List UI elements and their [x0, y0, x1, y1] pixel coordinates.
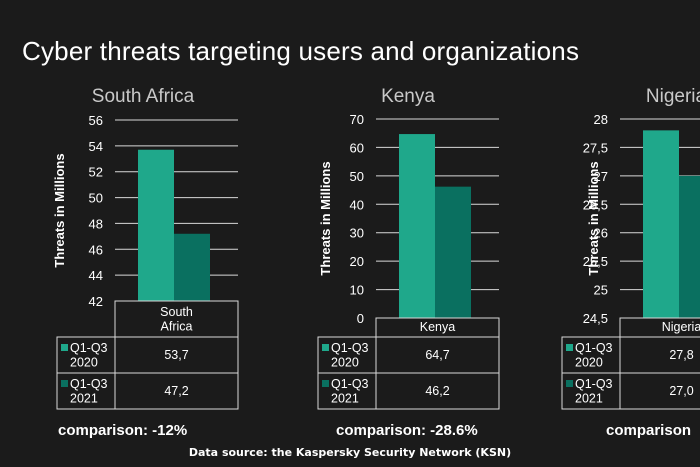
- y-tick-label: 0: [357, 311, 364, 326]
- x-category-label: Nigeria: [662, 320, 700, 334]
- legend-label: Q1-Q3 2021: [575, 377, 613, 405]
- y-axis-label: Threats in Millions: [52, 153, 67, 267]
- y-tick-label: 30: [350, 226, 364, 241]
- y-tick-label: 20: [350, 254, 364, 269]
- y-tick-label: 56: [89, 113, 103, 128]
- table-cell: [375, 372, 500, 410]
- chart-panel: Nigeria Threats in Millions 24,5 25 25,5 26 26…: [561, 86, 700, 439]
- bar: [174, 233, 210, 301]
- y-tick-label: 70: [350, 112, 364, 127]
- table-cell: [619, 372, 700, 410]
- y-axis-label: Threats in Millions: [586, 161, 601, 275]
- y-tick-label: 44: [89, 268, 103, 283]
- y-axis-label: Threats in Millions: [318, 161, 333, 275]
- data-label: 47,2: [164, 384, 188, 398]
- y-tick-label: 48: [89, 216, 103, 231]
- y-tick-label: 50: [89, 191, 103, 206]
- comparison-label: comparison: -12%: [58, 422, 187, 439]
- legend-label: Q1-Q3 2020: [331, 341, 369, 369]
- comparison-label: comparison: -28.6%: [336, 422, 478, 439]
- data-label: 46,2: [425, 384, 449, 398]
- y-tick-label: 25,5: [583, 254, 608, 269]
- y-tick-label: 27: [594, 169, 608, 184]
- x-category-label: Kenya: [420, 320, 455, 334]
- data-label: 53,7: [164, 348, 188, 362]
- y-tick-label: 26,5: [583, 197, 608, 212]
- legend-swatch: [322, 344, 329, 351]
- bar: [399, 134, 435, 318]
- y-tick-label: 26: [594, 226, 608, 241]
- data-label: 27,8: [669, 348, 693, 362]
- y-tick-label: 50: [350, 169, 364, 184]
- legend-label: Q1-Q3 2020: [70, 341, 108, 369]
- page-title: Cyber threats targeting users and organi…: [22, 36, 580, 66]
- comparison-label: comparison: [606, 422, 691, 439]
- legend-label: Q1-Q3 2020: [575, 341, 613, 369]
- legend-swatch: [566, 344, 573, 351]
- data-label: 27,0: [669, 384, 693, 398]
- chart-title: Nigeria: [646, 86, 700, 107]
- chart-title: Kenya: [381, 86, 435, 107]
- y-tick-label: 24,5: [583, 311, 608, 326]
- table-cell: [114, 372, 239, 410]
- data-label: 64,7: [425, 348, 449, 362]
- y-tick-label: 25: [594, 283, 608, 298]
- bar: [138, 149, 174, 301]
- y-tick-label: 40: [350, 197, 364, 212]
- y-tick-label: 54: [89, 139, 103, 154]
- legend-swatch: [61, 380, 68, 387]
- chart-title: South Africa: [92, 86, 195, 107]
- y-tick-label: 46: [89, 242, 103, 257]
- legend-swatch: [61, 344, 68, 351]
- legend-swatch: [566, 380, 573, 387]
- x-category-label: South Africa: [160, 305, 193, 333]
- bar: [679, 175, 700, 318]
- y-tick-label: 10: [350, 283, 364, 298]
- legend-label: Q1-Q3 2021: [70, 377, 108, 405]
- data-source-note: Data source: the Kaspersky Security Netw…: [188, 446, 512, 459]
- y-tick-label: 28: [594, 112, 608, 127]
- chart-panel: Kenya Threats in Millions 0 10 20 30 40 50 60 70 K…: [317, 86, 500, 439]
- chart-panel: South Africa Threats in Millions 42 44 46 48 5…: [52, 86, 239, 439]
- bar: [643, 130, 679, 318]
- legend-swatch: [322, 380, 329, 387]
- legend-label: Q1-Q3 2021: [331, 377, 369, 405]
- y-tick-label: 42: [89, 294, 103, 309]
- y-tick-label: 60: [350, 140, 364, 155]
- bar: [435, 186, 471, 318]
- y-tick-label: 27,5: [583, 140, 608, 155]
- y-tick-label: 52: [89, 165, 103, 180]
